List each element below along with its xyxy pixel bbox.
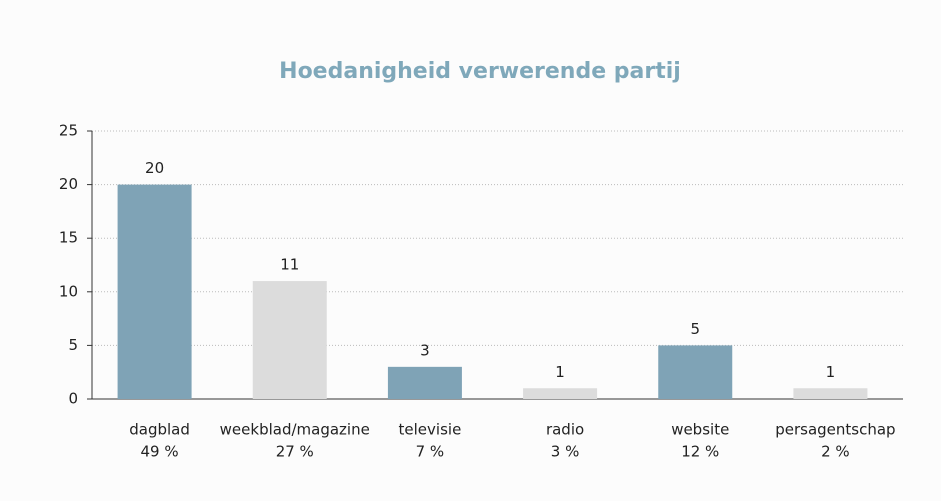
data-label: 20 — [145, 159, 164, 177]
x-tick-label: persagentschap — [775, 421, 895, 439]
x-tick-label: website — [671, 421, 729, 439]
bar — [523, 388, 598, 399]
x-tick-note: 12 % — [681, 443, 719, 461]
x-tick-note: 49 % — [141, 443, 179, 461]
bar — [387, 366, 462, 399]
chart-title: Hoedanigheid verwerende partij — [279, 59, 681, 84]
bar — [793, 388, 868, 399]
data-label: 3 — [420, 341, 430, 359]
y-tick-label: 15 — [59, 229, 78, 247]
y-tick-label: 20 — [59, 175, 78, 193]
bar — [658, 345, 733, 399]
x-tick-label: dagblad — [129, 421, 190, 439]
x-tick-label: radio — [546, 421, 584, 439]
x-tick-note: 3 % — [551, 443, 580, 461]
y-tick-label: 5 — [68, 336, 78, 354]
x-tick-label: weekblad/magazine — [220, 421, 370, 439]
y-tick-label: 10 — [59, 282, 78, 300]
x-tick-label: televisie — [399, 421, 462, 439]
y-tick-label: 0 — [68, 390, 78, 408]
data-label: 1 — [555, 363, 565, 381]
bar — [252, 281, 327, 399]
bar — [117, 184, 192, 399]
data-label: 5 — [690, 320, 700, 338]
data-label: 1 — [826, 363, 836, 381]
x-tick-note: 27 % — [276, 443, 314, 461]
x-tick-note: 2 % — [821, 443, 850, 461]
y-tick-label: 25 — [59, 122, 78, 140]
x-tick-note: 7 % — [416, 443, 445, 461]
data-label: 11 — [280, 256, 299, 274]
